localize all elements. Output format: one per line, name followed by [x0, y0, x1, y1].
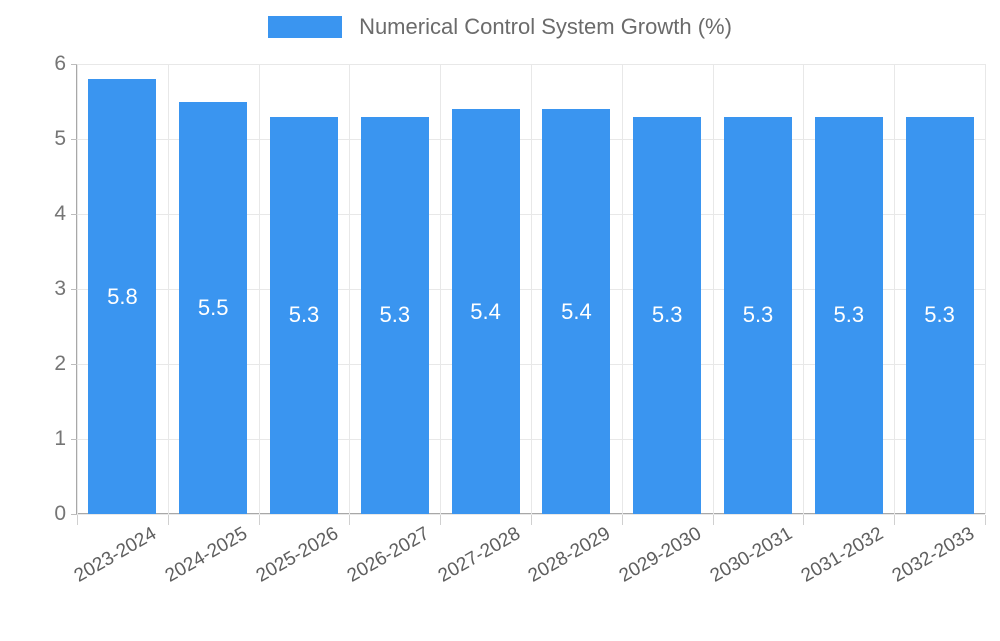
x-axis-tick-mark — [77, 515, 78, 525]
vertical-gridline — [167, 64, 169, 514]
y-axis-tick-label: 6 — [54, 52, 66, 75]
y-axis-tick-mark — [71, 439, 77, 440]
bar[interactable] — [814, 116, 883, 514]
y-axis-tick-label: 3 — [54, 277, 66, 300]
x-axis-tick-mark — [803, 515, 805, 525]
vertical-gridline — [77, 64, 78, 514]
bar[interactable] — [360, 116, 429, 514]
bar-value-label: 5.8 — [107, 283, 138, 309]
chart-legend: Numerical Control System Growth (%) — [0, 16, 1000, 38]
bar-value-label: 5.3 — [379, 302, 411, 328]
y-axis-tick-mark — [71, 214, 77, 215]
x-axis-tick-mark — [894, 515, 896, 525]
vertical-gridline — [985, 64, 986, 514]
y-axis-tick-label: 1 — [54, 427, 66, 450]
plot-area: 5.8 5.5 5.3 5.3 5.4 5.4 5.3 5.3 5.3 5.3 — [77, 64, 986, 515]
x-axis-tick-mark — [621, 515, 623, 525]
bar-value-label: 5.3 — [833, 302, 865, 328]
y-axis-tick-mark — [71, 289, 77, 290]
vertical-gridline — [531, 64, 532, 514]
x-axis-tick-mark — [712, 515, 714, 525]
vertical-gridline — [712, 64, 714, 514]
y-axis-tick-label: 2 — [54, 352, 66, 375]
bar[interactable] — [633, 116, 702, 514]
bar[interactable] — [905, 116, 974, 514]
x-axis-tick-mark — [531, 515, 532, 525]
bar[interactable] — [88, 79, 157, 514]
y-axis-tick-label: 5 — [54, 127, 66, 150]
y-axis-tick-mark — [71, 139, 77, 140]
x-axis-tick-mark — [349, 515, 351, 525]
vertical-gridline — [894, 64, 896, 514]
bar-value-label: 5.4 — [561, 298, 592, 324]
bar[interactable] — [179, 101, 248, 514]
x-axis-tick-mark — [440, 515, 442, 525]
y-axis-tick-label: 0 — [54, 502, 66, 525]
x-axis-tick-mark — [258, 515, 260, 525]
y-axis-labels: 0 1 2 3 4 5 6 — [0, 0, 66, 600]
vertical-gridline — [258, 64, 260, 514]
x-axis-tick-mark — [985, 515, 986, 525]
y-axis-tick-label: 4 — [54, 202, 66, 225]
horizontal-gridline — [77, 514, 985, 515]
legend-color-swatch — [268, 16, 343, 38]
y-axis-tick-mark — [71, 64, 77, 65]
bar-value-label: 5.3 — [288, 302, 320, 328]
bar-value-label: 5.3 — [742, 302, 774, 328]
y-axis-tick-mark — [71, 514, 77, 515]
bar-value-label: 5.4 — [470, 298, 501, 324]
bar-value-label: 5.5 — [197, 294, 229, 320]
x-axis-tick-mark — [167, 515, 169, 525]
bar[interactable] — [451, 109, 520, 514]
bar[interactable] — [724, 116, 792, 514]
y-axis-tick-mark — [71, 364, 77, 365]
bar-chart: Numerical Control System Growth (%) 0 1 2 3… — [0, 0, 1000, 600]
vertical-gridline — [440, 64, 442, 514]
bar-value-label: 5.3 — [651, 302, 683, 328]
legend-label: Numerical Control System Growth (%) — [359, 14, 732, 39]
bar-value-label: 5.3 — [924, 302, 955, 328]
bar[interactable] — [542, 109, 611, 514]
vertical-gridline — [803, 64, 805, 514]
vertical-gridline — [349, 64, 351, 514]
vertical-gridline — [621, 64, 623, 514]
bar[interactable] — [270, 116, 338, 514]
